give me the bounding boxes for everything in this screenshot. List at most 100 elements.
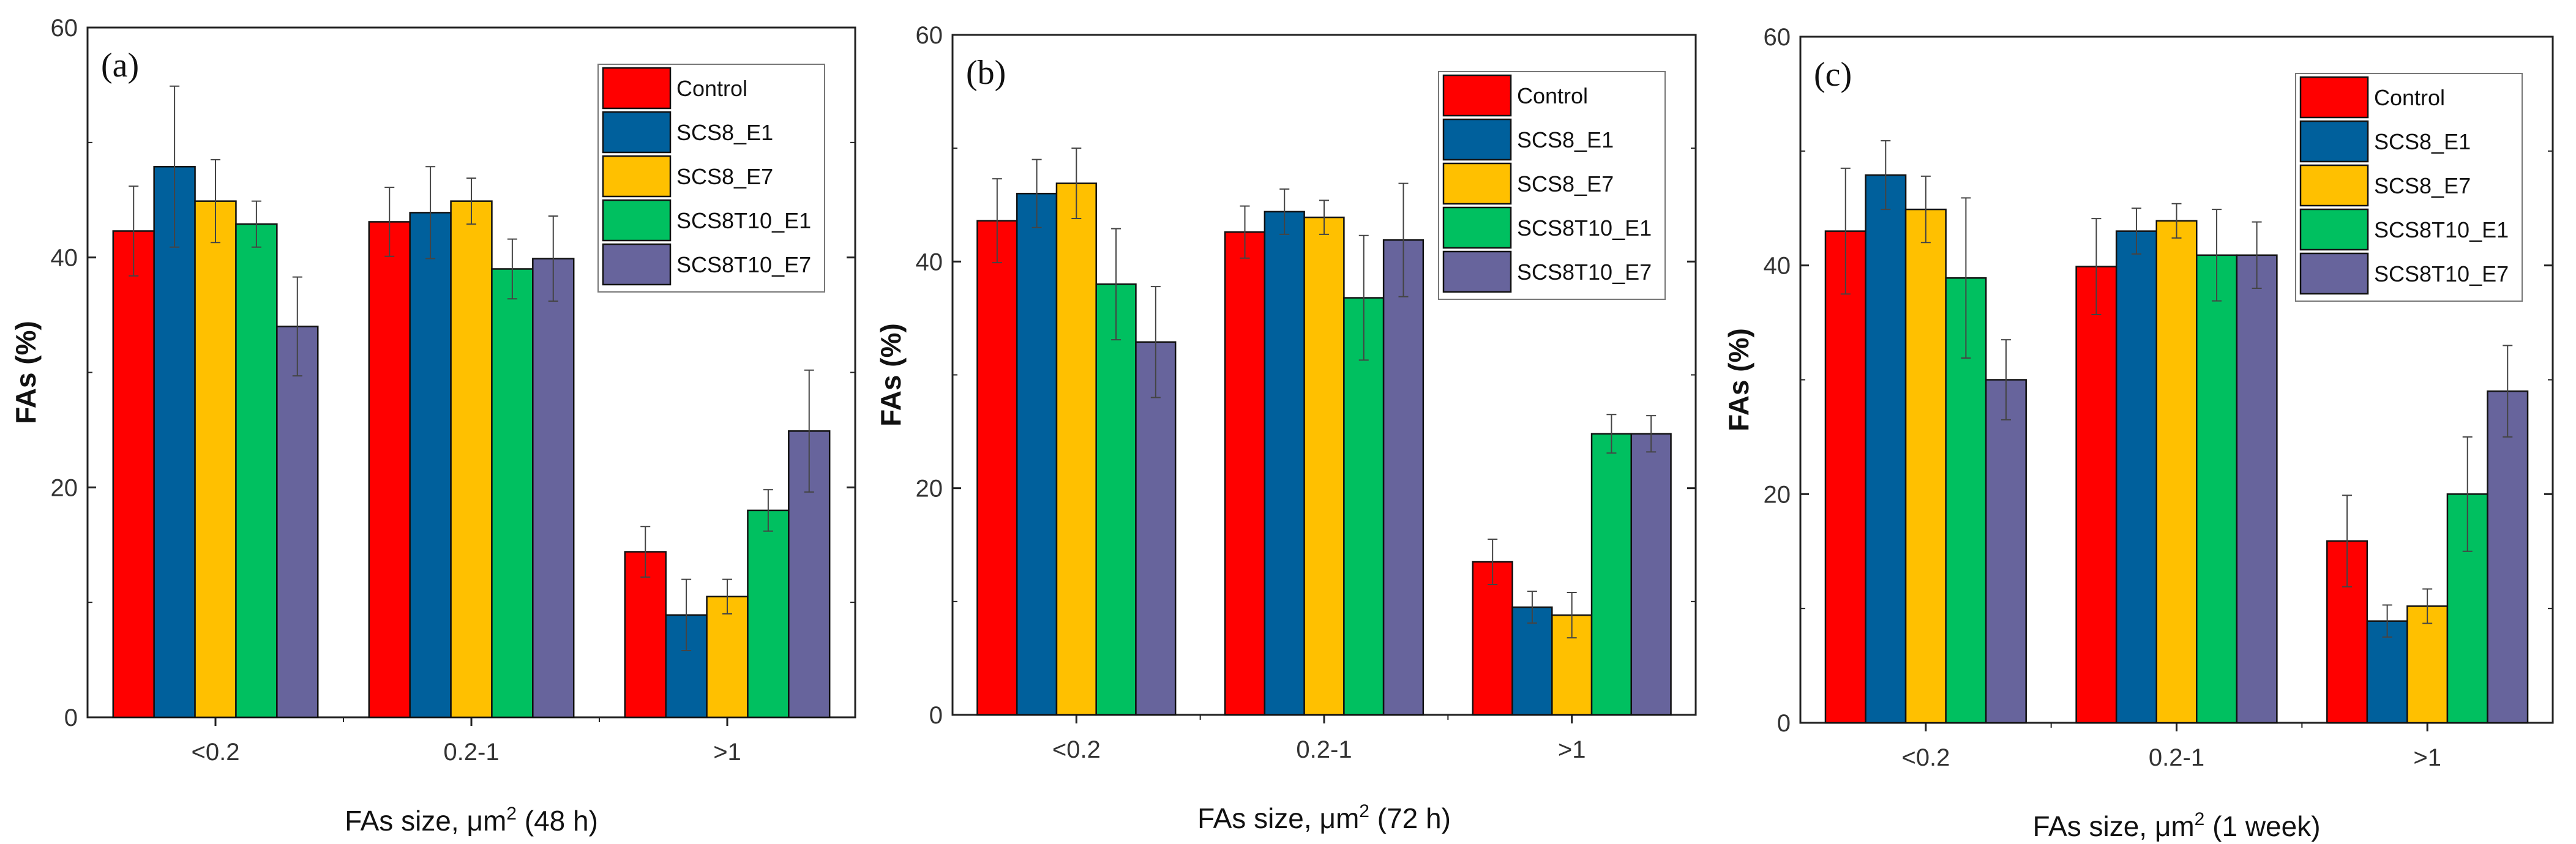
chart-panel-a: 0 20 40 60 <0.2 0.2-1 >1 (a) FAs (%) FAs size, μm…	[10, 15, 856, 837]
bar-scs8t10-e1	[747, 509, 790, 719]
x-axis-label-superscript: 2	[2195, 809, 2205, 829]
x-axis-label: FAs size, μm2 (48 h)	[345, 804, 598, 837]
x-axis-label-prefix: FAs size, μm	[2032, 810, 2194, 842]
y-tick-label: 40	[916, 248, 943, 275]
y-tick-label: 0	[929, 702, 943, 729]
x-axis-label-suffix: (48 h)	[517, 805, 598, 837]
legend-swatch	[602, 155, 672, 198]
y-axis-label: FAs (%)	[1723, 328, 1754, 431]
legend-swatch	[1442, 118, 1512, 161]
legend-swatch	[602, 243, 672, 286]
legend-label: SCS8T10_E7	[2374, 261, 2509, 286]
panel-label: (c)	[1814, 56, 1852, 94]
legend-label: SCS8_E1	[2374, 129, 2471, 154]
bar-control	[112, 230, 155, 719]
legend-label: SCS8T10_E1	[1517, 215, 1652, 241]
y-tick-label: 20	[916, 476, 943, 502]
legend-swatch	[2299, 120, 2369, 163]
bar-control	[2075, 266, 2117, 724]
bar-control	[624, 551, 667, 719]
y-tick-label: 0	[64, 704, 78, 731]
chart-panel-b: 0 20 40 60 <0.2 0.2-1 >1 (b) FAs (%) FAs size, μm…	[875, 22, 1697, 834]
bar-scs8-e7	[706, 596, 749, 719]
legend-swatch	[1442, 74, 1512, 117]
legend-swatch	[1442, 206, 1512, 249]
x-axis-label-prefix: FAs size, μm	[345, 805, 506, 837]
bar-control	[1224, 231, 1266, 716]
x-axis-label-suffix: (72 h)	[1369, 802, 1451, 834]
x-tick-label: <0.2	[1901, 744, 1950, 771]
bar-scs8-e1	[409, 212, 452, 719]
bar-scs8-e7	[450, 200, 493, 719]
bar-control	[1824, 230, 1866, 724]
y-tick-label: 40	[51, 245, 78, 272]
legend-swatch	[2299, 164, 2369, 207]
bar-scs8-e7	[1904, 208, 1947, 724]
y-tick-label: 0	[1777, 710, 1791, 737]
legend-label: SCS8T10_E7	[676, 252, 811, 277]
bar-scs8t10-e1	[2196, 254, 2238, 724]
x-tick-label: <0.2	[192, 739, 240, 766]
bar-scs8-e7	[2155, 220, 2198, 724]
bar-scs8t10-e1	[1343, 297, 1385, 716]
bar-scs8-e1	[2115, 230, 2157, 724]
legend-label: SCS8_E7	[676, 164, 773, 189]
legend-label: SCS8_E7	[2374, 173, 2471, 198]
bar-scs8t10-e7	[1382, 239, 1425, 716]
bar-scs8-e7	[194, 200, 237, 719]
y-tick-label: 60	[1764, 24, 1791, 51]
bar-scs8-e1	[1264, 211, 1305, 716]
x-tick-label: >1	[1558, 736, 1586, 763]
bar-scs8-e1	[1865, 174, 1907, 724]
bar-scs8t10-e7	[1135, 341, 1177, 716]
x-tick-label: 0.2-1	[1296, 736, 1352, 763]
bar-scs8t10-e7	[2487, 390, 2529, 724]
y-tick-label: 60	[51, 15, 78, 42]
bar-scs8t10-e1	[1095, 283, 1137, 716]
chart-panel-c: 0 20 40 60 <0.2 0.2-1 >1 (c) FAs (%) FAs size, μm…	[1723, 24, 2554, 842]
bar-scs8t10-e7	[1630, 433, 1672, 716]
legend-swatch	[2299, 252, 2369, 295]
bar-scs8t10-e7	[1985, 379, 2027, 724]
legend-swatch	[602, 67, 672, 110]
y-axis-label: FAs (%)	[10, 321, 42, 424]
bar-control	[976, 220, 1018, 716]
bar-control	[368, 221, 411, 719]
y-tick-label: 20	[1764, 481, 1791, 508]
bar-control	[1472, 561, 1513, 716]
bar-scs8-e1	[153, 166, 196, 719]
legend-swatch	[602, 199, 672, 242]
legend-label: SCS8T10_E1	[676, 208, 811, 233]
x-axis-label-superscript: 2	[506, 804, 517, 824]
legend-swatch	[602, 111, 672, 154]
y-tick-label: 40	[1764, 253, 1791, 280]
legend-label: SCS8T10_E7	[1517, 260, 1652, 285]
x-axis-label-superscript: 2	[1359, 801, 1369, 821]
x-axis-label: FAs size, μm2 (1 week)	[2032, 809, 2320, 842]
legend-label: Control	[676, 76, 747, 101]
x-axis-label-suffix: (1 week)	[2204, 810, 2320, 842]
legend-label: Control	[1517, 83, 1588, 108]
legend-label: SCS8T10_E1	[2374, 217, 2509, 242]
bar-scs8-e7	[1303, 216, 1345, 716]
legend-label: SCS8_E1	[676, 120, 773, 145]
bar-scs8t10-e7	[276, 326, 319, 719]
y-tick-label: 60	[916, 22, 943, 49]
bar-scs8t10-e1	[491, 268, 534, 719]
x-tick-label: 0.2-1	[2149, 744, 2204, 771]
panel-label: (a)	[101, 47, 139, 84]
legend-swatch	[1442, 250, 1512, 293]
bar-scs8-e7	[1055, 182, 1097, 716]
x-tick-label: 0.2-1	[443, 739, 499, 766]
bar-scs8-e1	[2366, 620, 2408, 724]
legend-label: SCS8_E7	[1517, 171, 1614, 196]
panel-label: (b)	[966, 54, 1006, 92]
x-tick-label: <0.2	[1052, 736, 1101, 763]
legend-label: Control	[2374, 85, 2445, 110]
legend-swatch	[2299, 208, 2369, 251]
bar-scs8t10-e7	[532, 258, 575, 719]
legend-swatch	[1442, 162, 1512, 205]
x-axis-label: FAs size, μm2 (72 h)	[1197, 801, 1451, 834]
y-tick-label: 20	[51, 474, 78, 501]
